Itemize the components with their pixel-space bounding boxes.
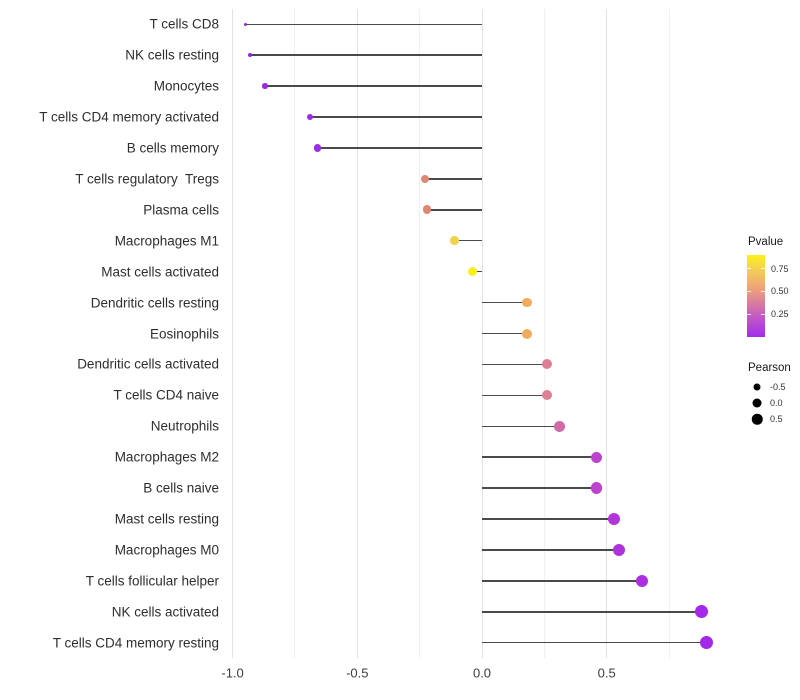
lollipop-stem (317, 147, 482, 149)
lollipop-dot (243, 22, 247, 26)
pearson-size-dot (752, 398, 762, 408)
colorbar-tick-mark (747, 290, 751, 292)
lollipop-stem (482, 641, 707, 644)
lollipop-dot (450, 236, 459, 246)
colorbar-tick-mark (747, 268, 751, 270)
lollipop-dot (420, 174, 429, 183)
lollipop-dot (541, 359, 552, 370)
lollipop-stem (265, 85, 482, 87)
pearson-size-dot (753, 383, 761, 391)
lollipop-stem (482, 549, 620, 551)
pearson-size-label: -0.5 (770, 382, 786, 392)
lollipop-dot (521, 328, 532, 339)
lollipop-stem (427, 209, 482, 211)
grid-major-line (606, 9, 608, 658)
lollipop-dot (306, 113, 314, 121)
colorbar-tick-mark (747, 313, 751, 315)
category-label: Macrophages M2 (114, 449, 219, 465)
pvalue-colorbar (747, 255, 765, 337)
lollipop-stem (482, 394, 547, 397)
colorbar-tick-label: 0.25 (771, 309, 789, 320)
category-label: Mast cells activated (101, 264, 219, 280)
lollipop-stem (454, 239, 482, 242)
lollipop-dot (591, 482, 603, 494)
colorbar-tick-label: 0.50 (771, 286, 789, 297)
lollipop-stem (245, 23, 482, 26)
lollipop-stem (482, 456, 597, 458)
category-label: Dendritic cells resting (90, 295, 219, 311)
lollipop-dot (591, 451, 603, 463)
pearson-size-label: 0.0 (770, 398, 783, 408)
colorbar-tick-mark (761, 268, 765, 270)
lollipop-dot (262, 83, 268, 89)
grid-minor-line (419, 9, 421, 658)
lollipop-stem (482, 363, 547, 366)
lollipop-stem (250, 54, 482, 56)
category-label: Neutrophils (150, 418, 219, 434)
colorbar-tick-label: 0.75 (771, 263, 789, 274)
lollipop-stem (482, 611, 702, 613)
lollipop-dot (467, 267, 477, 277)
pearson-size-label: 0.5 (770, 414, 783, 424)
grid-minor-line (668, 9, 670, 658)
lollipop-stem (482, 425, 560, 427)
category-label: B cells naive (143, 480, 219, 496)
grid-minor-line (294, 9, 296, 658)
category-label: B cells memory (126, 140, 219, 156)
category-label: T cells regulatory Tregs (75, 171, 219, 187)
category-label: Dendritic cells activated (77, 356, 219, 372)
lollipop-dot (422, 205, 432, 215)
lollipop-dot (522, 297, 532, 308)
lollipop-stem (482, 487, 597, 489)
category-label: T cells CD4 naive (113, 387, 219, 403)
category-label: NK cells activated (111, 604, 219, 620)
lollipop-stem (482, 301, 527, 304)
category-label: Plasma cells (143, 202, 219, 218)
lollipop-dot (699, 636, 714, 650)
pvalue-legend-title: Pvalue (748, 236, 784, 248)
lollipop-dot (553, 420, 565, 432)
category-label: T cells follicular helper (85, 573, 219, 589)
x-axis-tick-label: -1.0 (221, 665, 244, 681)
lollipop-dot (635, 574, 648, 587)
lollipop-stem (482, 332, 527, 335)
category-label: T cells CD8 (149, 16, 219, 32)
grid-major-line (232, 9, 234, 658)
lollipop-dot (608, 513, 621, 526)
lollipop-stem (482, 580, 642, 582)
category-label: T cells CD4 memory activated (39, 109, 219, 125)
lollipop-dot (613, 543, 626, 556)
lollipop-stem (472, 270, 482, 273)
lollipop-stem (309, 116, 482, 118)
lollipop-stem (482, 518, 615, 520)
pearson-size-dot (751, 413, 763, 425)
lollipop-dot (694, 605, 709, 619)
category-label: Macrophages M0 (114, 542, 219, 558)
x-axis-tick-label: -0.5 (346, 665, 369, 681)
lollipop-dot (248, 53, 253, 58)
grid-minor-line (543, 9, 545, 658)
x-axis-tick-label: 0.5 (597, 665, 616, 681)
lollipop-dot (541, 390, 552, 401)
category-label: Mast cells resting (114, 511, 219, 527)
pearson-legend-title: Pearson (748, 362, 791, 374)
category-label: Eosinophils (149, 326, 219, 341)
category-label: NK cells resting (125, 47, 219, 63)
category-label: Macrophages M1 (114, 233, 219, 249)
category-label: Monocytes (153, 78, 219, 94)
x-axis-tick-label: 0.0 (472, 665, 492, 681)
lollipop-stem (424, 178, 482, 180)
colorbar-tick-mark (761, 290, 765, 292)
colorbar-tick-mark (761, 313, 765, 315)
lollipop-dot (313, 144, 322, 152)
category-label: T cells CD4 memory resting (52, 635, 219, 651)
grid-major-line (356, 9, 358, 658)
